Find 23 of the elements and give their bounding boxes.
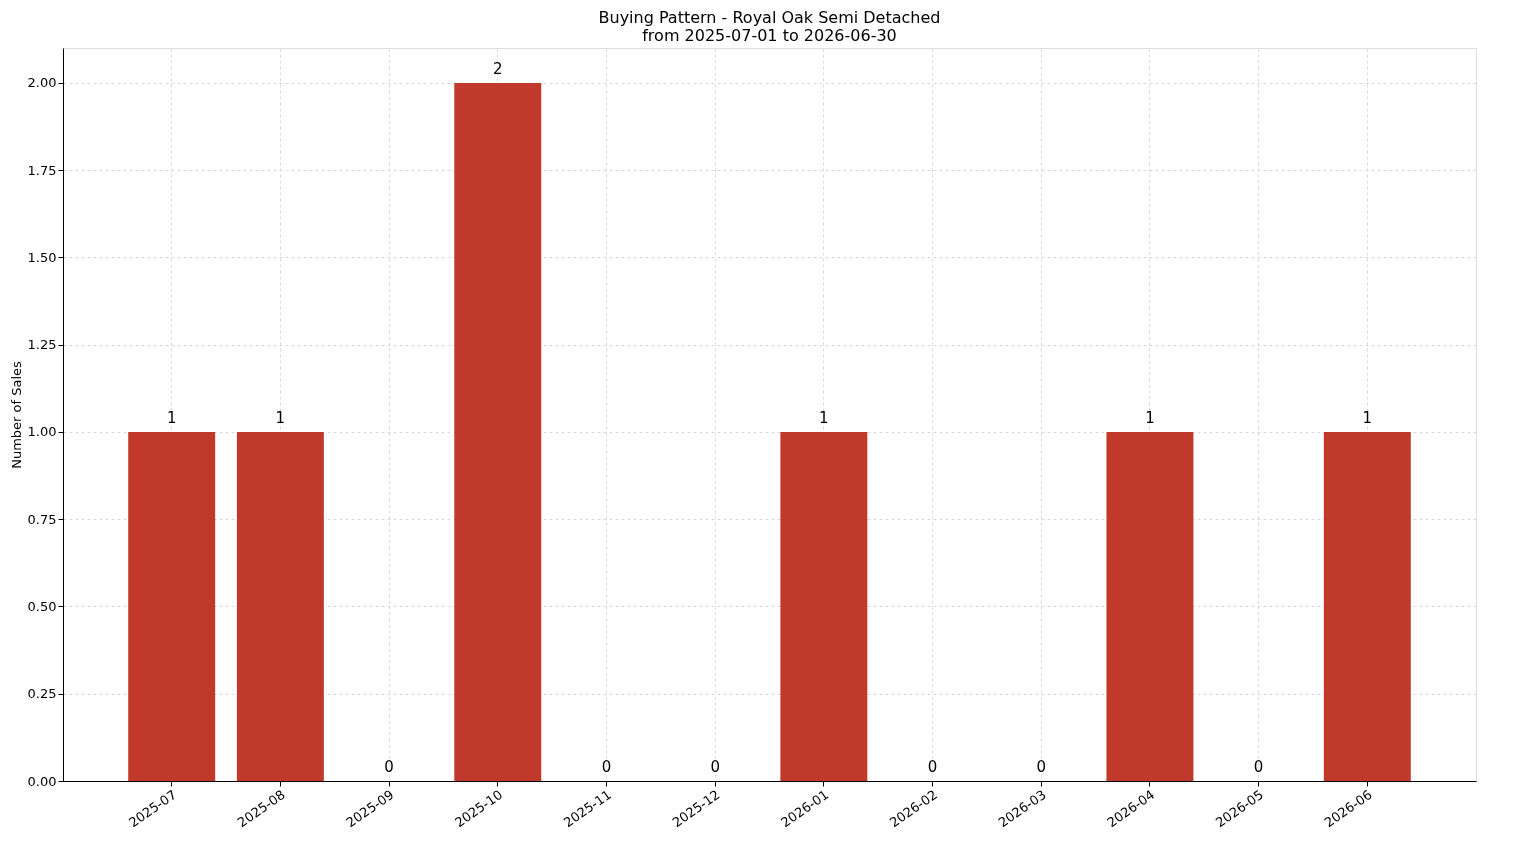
data-label: 1 xyxy=(819,408,829,427)
y-axis-title: Number of Sales xyxy=(8,360,24,469)
data-label: 2 xyxy=(493,59,503,78)
data-label: 0 xyxy=(710,758,720,776)
data-label: 0 xyxy=(1036,758,1046,776)
chart-title: Buying Pattern - Royal Oak Semi Detached from 2025-07-01 to 2026-06-30 xyxy=(598,8,941,45)
y-tick-label: 0.75 xyxy=(27,511,57,527)
y-tick-label: 1.00 xyxy=(27,424,57,440)
y-tick-label: 1.25 xyxy=(27,337,57,353)
y-tick-label: 1.75 xyxy=(27,162,57,178)
data-label: 0 xyxy=(1253,758,1264,776)
data-label: 1 xyxy=(166,408,177,427)
y-tick-label: 1.50 xyxy=(27,249,57,265)
data-label: 1 xyxy=(1145,408,1155,427)
y-tick-label: 0.00 xyxy=(27,773,57,789)
data-label: 0 xyxy=(601,758,612,776)
data-label: 1 xyxy=(1362,408,1373,427)
data-label: 1 xyxy=(275,408,286,427)
data-label: 0 xyxy=(927,758,938,776)
y-tick-label: 2.00 xyxy=(27,75,57,91)
data-label: 0 xyxy=(384,758,394,776)
y-tick-label: 0.25 xyxy=(27,686,57,702)
y-tick-label: 0.50 xyxy=(27,598,57,614)
